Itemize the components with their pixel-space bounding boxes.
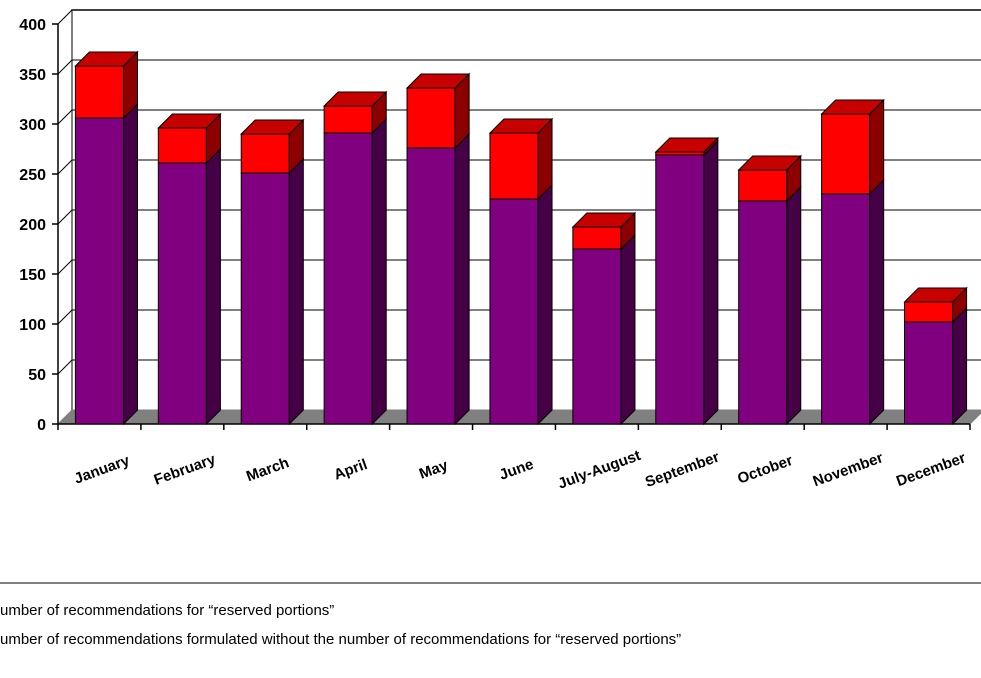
x-tick-label: October bbox=[735, 452, 795, 488]
x-tick-label: March bbox=[244, 454, 291, 485]
bar-top bbox=[157, 113, 222, 129]
bar-side bbox=[537, 183, 553, 426]
bar-purple-front bbox=[904, 321, 954, 425]
bar-red-front bbox=[240, 133, 290, 174]
bar-purple-front bbox=[323, 132, 373, 425]
y-tick-label: 150 bbox=[19, 267, 46, 284]
x-tick-label: December bbox=[894, 449, 968, 490]
bar-top bbox=[571, 212, 637, 228]
legend-label: umber of recommendations formulated with… bbox=[0, 631, 681, 648]
x-tick-label: May bbox=[417, 457, 451, 483]
bar-side bbox=[869, 98, 885, 196]
y-tick-label: 400 bbox=[19, 17, 46, 34]
legend-label: umber of recommendations for “reserved p… bbox=[0, 602, 334, 619]
x-tick-label: November bbox=[811, 449, 886, 490]
bar-purple-front bbox=[240, 172, 290, 425]
bar-top bbox=[405, 73, 471, 89]
bar-red-front bbox=[904, 301, 954, 323]
x-tick-label: June bbox=[497, 456, 536, 484]
gridline-diagonal bbox=[57, 209, 73, 225]
bar-purple-front bbox=[74, 117, 124, 425]
bar-red-front bbox=[323, 105, 373, 134]
gridline-diagonal bbox=[57, 309, 73, 325]
y-tick-label: 250 bbox=[19, 167, 46, 184]
bar-purple-front bbox=[406, 147, 456, 425]
y-tick-label: 50 bbox=[28, 367, 46, 384]
bar-red-front bbox=[821, 113, 871, 195]
gridline-diagonal bbox=[57, 9, 73, 25]
gridline-diagonal bbox=[57, 259, 73, 275]
bar-top bbox=[903, 287, 968, 303]
bar-purple-front bbox=[655, 154, 705, 425]
x-tick-label: July-August bbox=[556, 447, 643, 493]
bar-red-front bbox=[157, 127, 207, 164]
gridline-diagonal bbox=[57, 159, 73, 175]
bar-side bbox=[371, 117, 387, 426]
bar-top bbox=[488, 118, 554, 134]
y-tick-label: 100 bbox=[19, 317, 46, 334]
bar-side bbox=[205, 147, 221, 426]
bar-purple-front bbox=[572, 248, 622, 425]
x-tick-label: January bbox=[72, 452, 132, 488]
bar-side bbox=[952, 306, 968, 426]
gridline-diagonal bbox=[57, 59, 73, 75]
bar-red-front bbox=[489, 132, 539, 200]
y-tick-label: 300 bbox=[19, 117, 46, 134]
bar-side bbox=[703, 139, 719, 426]
bar-side bbox=[869, 178, 885, 426]
bar-side bbox=[620, 233, 636, 426]
gridline-diagonal bbox=[57, 109, 73, 125]
bar-side bbox=[122, 102, 138, 426]
bar-purple-front bbox=[738, 200, 788, 425]
bar-side bbox=[786, 185, 802, 426]
bar-purple-front bbox=[821, 193, 871, 425]
y-tick-label: 0 bbox=[37, 417, 46, 434]
x-tick-label: April bbox=[332, 456, 370, 484]
bar-purple-front bbox=[157, 162, 207, 425]
bar-purple-front bbox=[489, 198, 539, 425]
bar-red-front bbox=[74, 65, 124, 119]
gridline-diagonal bbox=[57, 359, 73, 375]
bar-top bbox=[737, 155, 802, 171]
bar-top bbox=[240, 119, 305, 135]
bar-top bbox=[322, 91, 388, 107]
bar-side bbox=[288, 157, 304, 426]
bar-side bbox=[454, 132, 470, 426]
bar-top bbox=[74, 51, 139, 67]
y-tick-label: 200 bbox=[19, 217, 46, 234]
y-tick-label: 350 bbox=[19, 67, 46, 84]
x-tick-label: September bbox=[643, 448, 722, 491]
bar-red-front bbox=[738, 169, 788, 202]
bar-top bbox=[654, 137, 720, 153]
bar-red-front bbox=[406, 87, 456, 149]
bar-red-front bbox=[572, 226, 622, 250]
bar-top bbox=[820, 99, 885, 115]
x-tick-label: February bbox=[152, 451, 219, 489]
